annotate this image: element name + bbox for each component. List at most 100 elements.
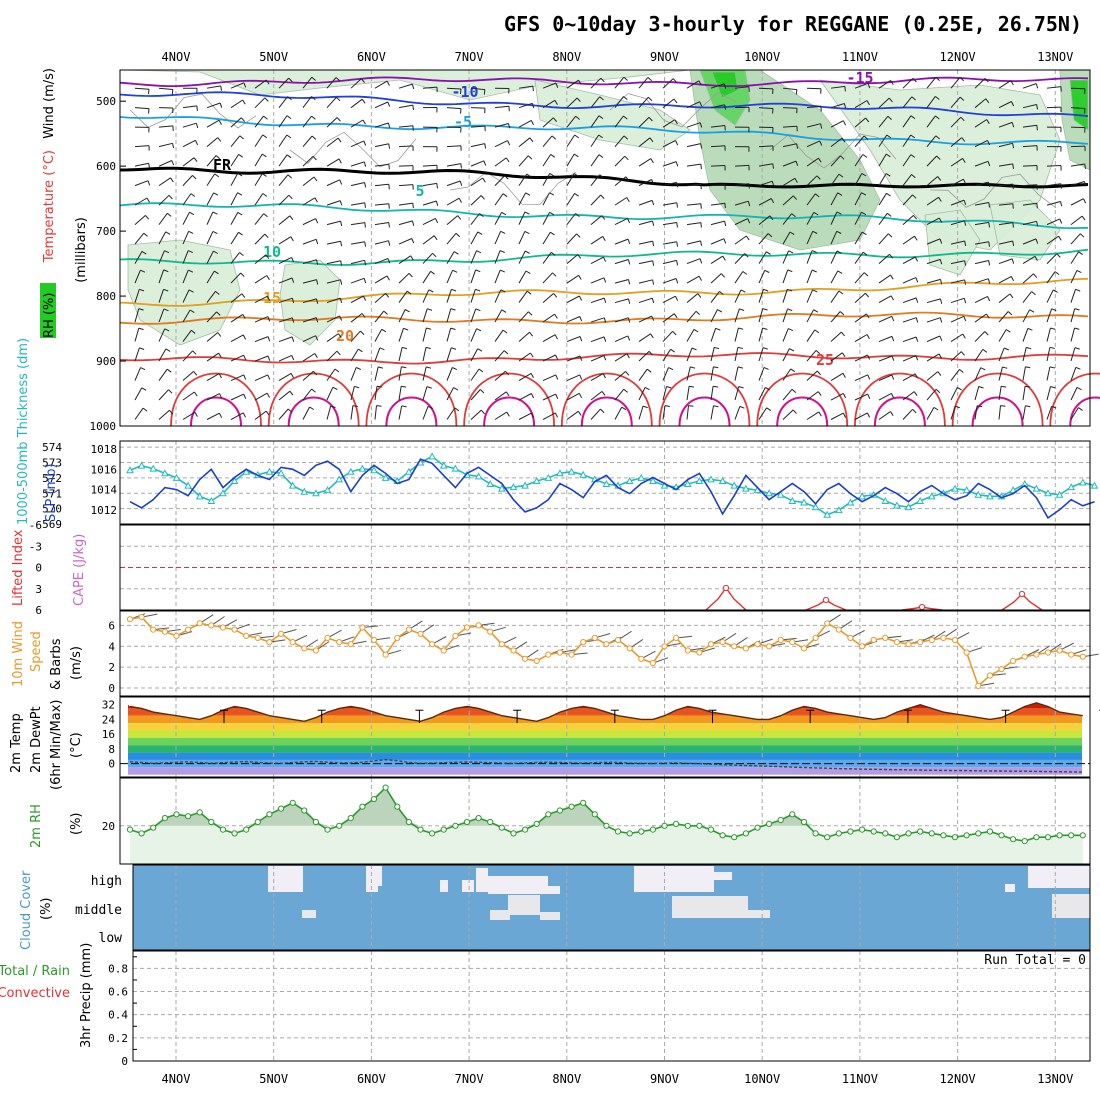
thickness-point	[1078, 478, 1087, 486]
upper-barb-flag	[311, 96, 316, 100]
upper-barb-flag	[912, 408, 917, 414]
upper-barb-flag	[309, 406, 315, 410]
upper-barb-flag	[480, 195, 485, 200]
upper-barb-flag	[264, 233, 269, 239]
upper-barb	[830, 392, 844, 401]
upper-barb-flag	[762, 327, 768, 330]
upper-barb-flag	[939, 317, 943, 323]
upper-barb	[710, 366, 714, 381]
upper-barb-flag	[477, 231, 483, 235]
upper-barb	[542, 173, 551, 186]
upper-barb	[758, 145, 774, 148]
upper-barb-flag	[698, 275, 702, 281]
upper-barb-flag	[240, 272, 245, 277]
upper-barb	[686, 293, 699, 303]
upper-barb	[830, 173, 840, 186]
wind-speed-point	[626, 645, 633, 652]
upper-barb-flag	[740, 289, 746, 293]
upper-barb	[422, 86, 438, 89]
upper-barb-flag	[164, 250, 170, 254]
upper-barb	[542, 293, 554, 303]
label-temperature: Temperature (°C)	[42, 150, 57, 263]
upper-barb-flag	[164, 328, 170, 332]
upper-barb	[662, 386, 667, 401]
upper-barb	[350, 386, 355, 401]
upper-barb	[158, 348, 167, 362]
label-2m-temp: 2m Temp	[9, 713, 24, 773]
temp-band	[128, 745, 1082, 753]
upper-barb-flag	[291, 298, 295, 304]
upper-barb	[278, 354, 293, 362]
upper-barb	[710, 405, 714, 420]
upper-barb	[302, 238, 317, 245]
upper-barb-flag	[1011, 258, 1015, 264]
upper-barb	[518, 393, 532, 401]
upper-barb-flag	[482, 177, 486, 183]
upper-barb	[950, 405, 956, 420]
wind-tick-label: 0	[108, 682, 115, 695]
upper-barb-flag	[1050, 327, 1056, 330]
thickness-series	[126, 452, 1099, 520]
upper-barb-flag	[524, 230, 530, 235]
upper-barb	[254, 295, 268, 304]
upper-barb-flag	[242, 334, 247, 340]
isotherm-line	[119, 166, 1089, 189]
upper-barb	[350, 313, 363, 323]
upper-barb	[806, 87, 822, 90]
wind-speed-point	[951, 636, 959, 644]
upper-barb-flag	[450, 327, 456, 330]
upper-barb-flag	[987, 278, 991, 284]
upper-barb	[926, 353, 940, 362]
wind-speed-point	[998, 666, 1005, 673]
thickness-point	[439, 461, 448, 469]
upper-barb	[830, 331, 842, 342]
upper-barb-flag	[433, 235, 438, 241]
upper-barb	[998, 80, 1012, 89]
upper-barb	[158, 231, 167, 245]
rh-point	[382, 784, 389, 791]
upper-barb-flag	[644, 386, 650, 391]
upper-barb-flag	[147, 180, 151, 186]
upper-barb	[854, 117, 866, 128]
upper-barb	[710, 220, 725, 226]
upper-barb-flag	[960, 116, 965, 122]
isotherm-loop-25	[951, 372, 1044, 427]
upper-barb	[230, 393, 244, 401]
upper-barb-flag	[937, 176, 942, 181]
upper-barb	[158, 389, 169, 401]
upper-barb	[1022, 238, 1037, 245]
upper-barb	[734, 164, 750, 167]
isotherm-loop-25	[463, 372, 555, 427]
upper-barb	[1046, 289, 1054, 303]
upper-barb-flag	[387, 101, 391, 107]
upper-barb-flag	[290, 373, 294, 379]
upper-barb-flag	[888, 97, 893, 103]
upper-barb	[302, 335, 316, 343]
wind-speed-point	[859, 643, 866, 650]
upper-barb-flag	[1081, 215, 1086, 221]
upper-barb-flag	[812, 289, 818, 293]
upper-barb-flag	[647, 96, 653, 101]
wind-speed-point	[975, 682, 982, 690]
upper-barb	[1046, 106, 1062, 109]
upper-barb-flag	[1026, 346, 1032, 350]
upper-barb-flag	[426, 386, 432, 389]
wind-speed-point	[126, 616, 134, 623]
upper-barb-flag	[914, 235, 918, 241]
top-date-label: 4NOV	[162, 50, 191, 64]
upper-barb	[710, 104, 725, 109]
precip-tick-label: 0	[121, 1055, 128, 1068]
upper-barb-flag	[987, 140, 991, 146]
temp-band	[128, 767, 1082, 775]
upper-barb-flag	[676, 241, 678, 247]
rh-point	[324, 826, 331, 833]
upper-barb-flag	[1075, 288, 1081, 292]
upper-barb	[878, 335, 893, 343]
upper-barb	[830, 231, 838, 245]
upper-barb-flag	[648, 351, 653, 356]
upper-barb-flag	[866, 334, 870, 340]
upper-barb-flag	[361, 313, 366, 318]
upper-barb	[782, 143, 797, 148]
rh-shade-area	[534, 79, 691, 151]
